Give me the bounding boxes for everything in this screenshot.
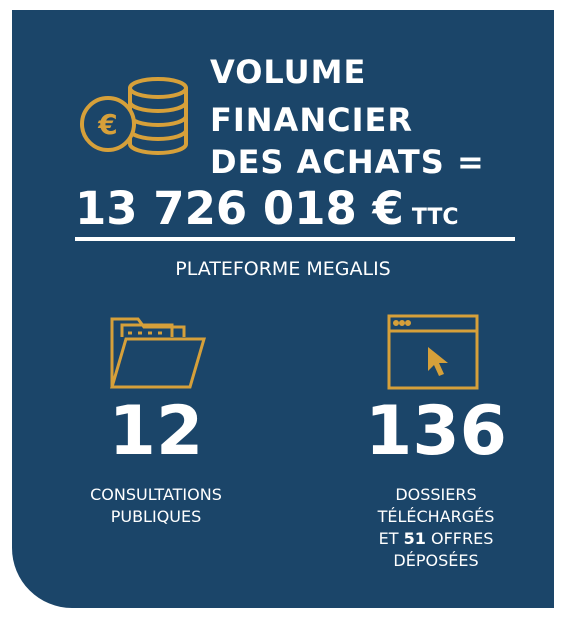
- svg-text:€: €: [97, 108, 117, 141]
- folder-icon: [110, 317, 206, 389]
- stat-label: PUBLIQUES: [110, 507, 202, 526]
- stat-value: 136: [365, 392, 507, 471]
- platform: PLATEFORME MEGALIS: [175, 258, 391, 280]
- stat-label: DOSSIERS: [395, 485, 477, 504]
- title-line: DES ACHATS =: [210, 143, 485, 181]
- stat-label: ET 51 OFFRES: [316, 528, 556, 550]
- amount-unit: TTC: [411, 205, 459, 230]
- stat-count: 51: [403, 529, 426, 548]
- amount: 13 726 018 € TTC: [75, 182, 515, 241]
- amount-value: 13 726 018 €: [75, 182, 404, 235]
- stat-label: CONSULTATIONS: [90, 485, 222, 504]
- stat-label: DÉPOSÉES: [393, 551, 479, 570]
- stat-label: TÉLÉCHARGÉS: [377, 507, 495, 526]
- title-line: VOLUME: [210, 53, 367, 91]
- stat-value: 12: [108, 392, 204, 471]
- title-line: FINANCIER: [210, 101, 413, 139]
- stat-label: ET: [378, 529, 399, 548]
- browser-icon: [387, 314, 479, 390]
- coins-icon: €: [80, 77, 188, 156]
- stat-label: OFFRES: [430, 529, 494, 548]
